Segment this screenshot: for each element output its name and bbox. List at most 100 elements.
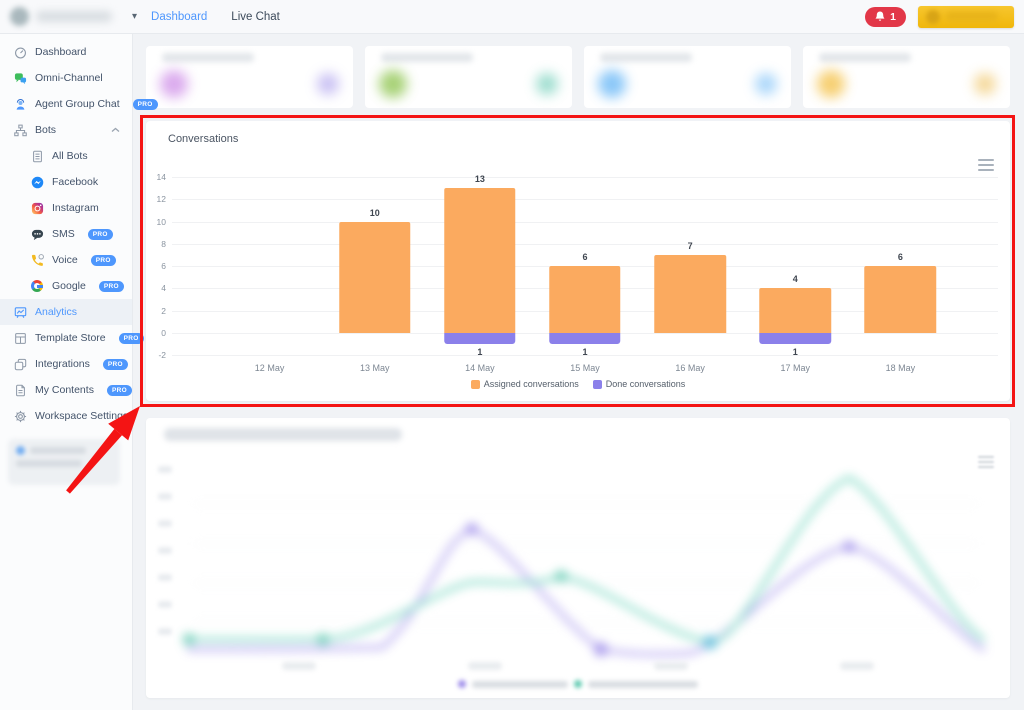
- sidebar-item-sms[interactable]: SMS PRO: [0, 221, 132, 247]
- stat-title-blurred: [162, 53, 254, 62]
- x-tick-label: 16 May: [675, 363, 705, 373]
- x-tick-label: 15 May: [570, 363, 600, 373]
- card-title-blurred: [164, 428, 402, 441]
- chart-legend: Assigned conversations Done conversations: [146, 379, 1010, 389]
- y-tick-label: 12: [156, 194, 166, 205]
- sidebar-item-my-contents[interactable]: My Contents PRO: [0, 377, 132, 403]
- upgrade-button-blurred[interactable]: [918, 5, 1014, 28]
- y-tick-label: 14: [156, 172, 166, 182]
- bar-assigned: [338, 221, 411, 333]
- gridline: [172, 177, 998, 178]
- pro-badge: PRO: [106, 384, 132, 396]
- gear-icon: [13, 409, 27, 423]
- sidebar-item-voice[interactable]: Voice PRO: [0, 247, 132, 273]
- legend-swatch: [470, 379, 480, 389]
- workspace-info-blurred: [8, 439, 120, 485]
- omni-channel-icon: [13, 71, 27, 85]
- chart-menu-icon[interactable]: [978, 159, 994, 171]
- bar-group: 10: [322, 177, 427, 355]
- gridline: [172, 221, 998, 223]
- stat-icon-blurred: [817, 70, 845, 98]
- bar-value-label: 13: [474, 174, 485, 185]
- sidebar-item-dashboard[interactable]: Dashboard: [0, 39, 132, 65]
- legend-blurred: [458, 680, 698, 688]
- sidebar-item-all-bots[interactable]: All Bots: [0, 143, 132, 169]
- y-tick-label: 0: [161, 327, 166, 338]
- bar-value-label: 6: [897, 252, 903, 262]
- y-tick-label: 10: [156, 216, 166, 227]
- bar-group: 13 1: [427, 174, 532, 357]
- stat-icon-blurred: [755, 73, 777, 95]
- topbar-actions: 1: [865, 5, 1014, 28]
- pro-badge: PRO: [90, 254, 116, 266]
- sidebar-item-workspace-settings[interactable]: Workspace Settings: [0, 403, 132, 429]
- pro-badge: PRO: [98, 280, 124, 292]
- status-dot: [16, 446, 25, 455]
- stat-icon-blurred: [536, 73, 558, 95]
- bar-assigned: [759, 288, 832, 333]
- stat-card-blurred: [365, 46, 572, 108]
- legend-item[interactable]: Assigned conversations: [470, 379, 579, 389]
- sidebar-item-bots[interactable]: Bots: [0, 117, 132, 143]
- stat-icon-blurred: [598, 70, 626, 98]
- bar-done: [549, 332, 621, 344]
- sidebar-item-template-store[interactable]: Template Store PRO: [0, 325, 144, 351]
- workspace-logo[interactable]: [10, 7, 130, 26]
- agent-headset-icon: [13, 97, 27, 111]
- bar-group: 7: [638, 177, 743, 355]
- gridline: [172, 243, 998, 245]
- bar-group: 6: [848, 177, 953, 355]
- sidebar-item-instagram[interactable]: Instagram: [0, 195, 132, 221]
- sidebar-item-google[interactable]: Google PRO: [0, 273, 132, 299]
- chart-menu-icon[interactable]: [978, 456, 994, 468]
- tab-dashboard[interactable]: Dashboard: [151, 10, 208, 23]
- bar-value-label: 1: [792, 346, 798, 357]
- workspace-dropdown-caret-icon[interactable]: ▾: [132, 11, 138, 22]
- stat-title-blurred: [819, 53, 911, 62]
- notification-button[interactable]: 1: [865, 6, 906, 27]
- sidebar-item-label: Bots: [35, 124, 57, 136]
- sidebar-item-analytics[interactable]: Analytics: [0, 299, 132, 325]
- x-tick-label: 14 May: [465, 363, 495, 373]
- gauge-icon: [13, 45, 27, 59]
- sidebar-item-label: Integrations: [35, 358, 90, 370]
- bar-done: [444, 332, 516, 344]
- bar-assigned: [654, 254, 726, 333]
- integrations-icon: [13, 357, 27, 371]
- document-list-icon: [30, 149, 44, 163]
- pro-badge: PRO: [102, 358, 128, 370]
- sidebar-item-agent-group-chat[interactable]: Agent Group Chat PRO: [0, 91, 158, 117]
- legend-label: Done conversations: [605, 379, 686, 389]
- topbar: ▾ Dashboard Live Chat 1: [0, 0, 1024, 34]
- x-tick-label: 18 May: [885, 363, 916, 373]
- stat-card-blurred: [803, 46, 1010, 108]
- instagram-icon: [30, 201, 44, 215]
- sidebar-item-facebook[interactable]: Facebook: [0, 169, 132, 195]
- main-content: Conversations 14 12 10 8 6 4 2 0 -2 12 May 10 13 Ma…: [133, 34, 1024, 710]
- legend-item[interactable]: Done conversations: [592, 379, 686, 389]
- sidebar-item-omni-channel[interactable]: Omni-Channel: [0, 65, 132, 91]
- chevron-up-icon: [111, 127, 120, 133]
- stat-icon-blurred: [317, 73, 339, 95]
- bar-value-label: 7: [687, 240, 693, 251]
- sidebar-item-label: Omni-Channel: [35, 72, 103, 84]
- sidebar-item-label: All Bots: [52, 150, 88, 162]
- sidebar-item-label: Workspace Settings: [35, 410, 129, 422]
- sidebar: Dashboard Omni-Channel Agent Group Chat …: [0, 34, 158, 710]
- stat-title-blurred: [600, 53, 692, 62]
- x-tick-label: 13 May: [359, 363, 390, 373]
- tab-live-chat[interactable]: Live Chat: [231, 10, 280, 23]
- x-axis-blurred: [206, 662, 950, 670]
- sidebar-item-label: My Contents: [35, 384, 94, 396]
- sidebar-item-label: Template Store: [35, 332, 106, 344]
- sitemap-icon: [13, 123, 27, 137]
- sidebar-item-integrations[interactable]: Integrations PRO: [0, 351, 132, 377]
- sidebar-item-label: Instagram: [52, 202, 99, 214]
- template-store-icon: [13, 331, 27, 345]
- sms-bubble-icon: [30, 227, 44, 241]
- sidebar-item-label: Facebook: [52, 176, 99, 188]
- sidebar-item-label: Google: [52, 280, 86, 292]
- bar-groups: 12 May 10 13 May 13 1 14 May 6 1 15 May 7 16 May 4 1…: [217, 174, 953, 373]
